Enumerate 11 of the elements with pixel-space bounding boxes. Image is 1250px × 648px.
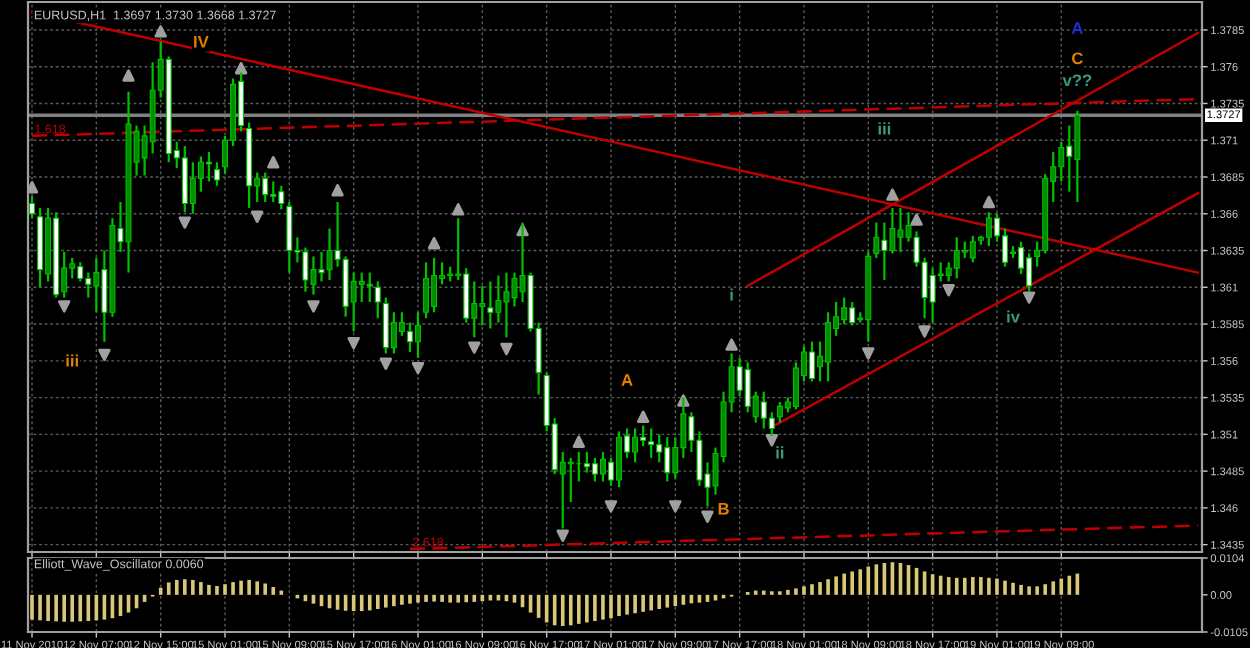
annotation: A — [1071, 22, 1083, 34]
annotation: IV — [194, 36, 209, 48]
annotation: i — [730, 288, 733, 301]
annotation: iv — [1007, 310, 1020, 323]
annotation: v?? — [1062, 74, 1092, 87]
annotation: iii — [878, 122, 891, 135]
annotation: B — [718, 503, 729, 515]
annotation: iii — [66, 354, 78, 367]
annotation: ii — [776, 446, 784, 459]
annotation: C — [1072, 52, 1083, 65]
annotation: A — [621, 374, 633, 386]
